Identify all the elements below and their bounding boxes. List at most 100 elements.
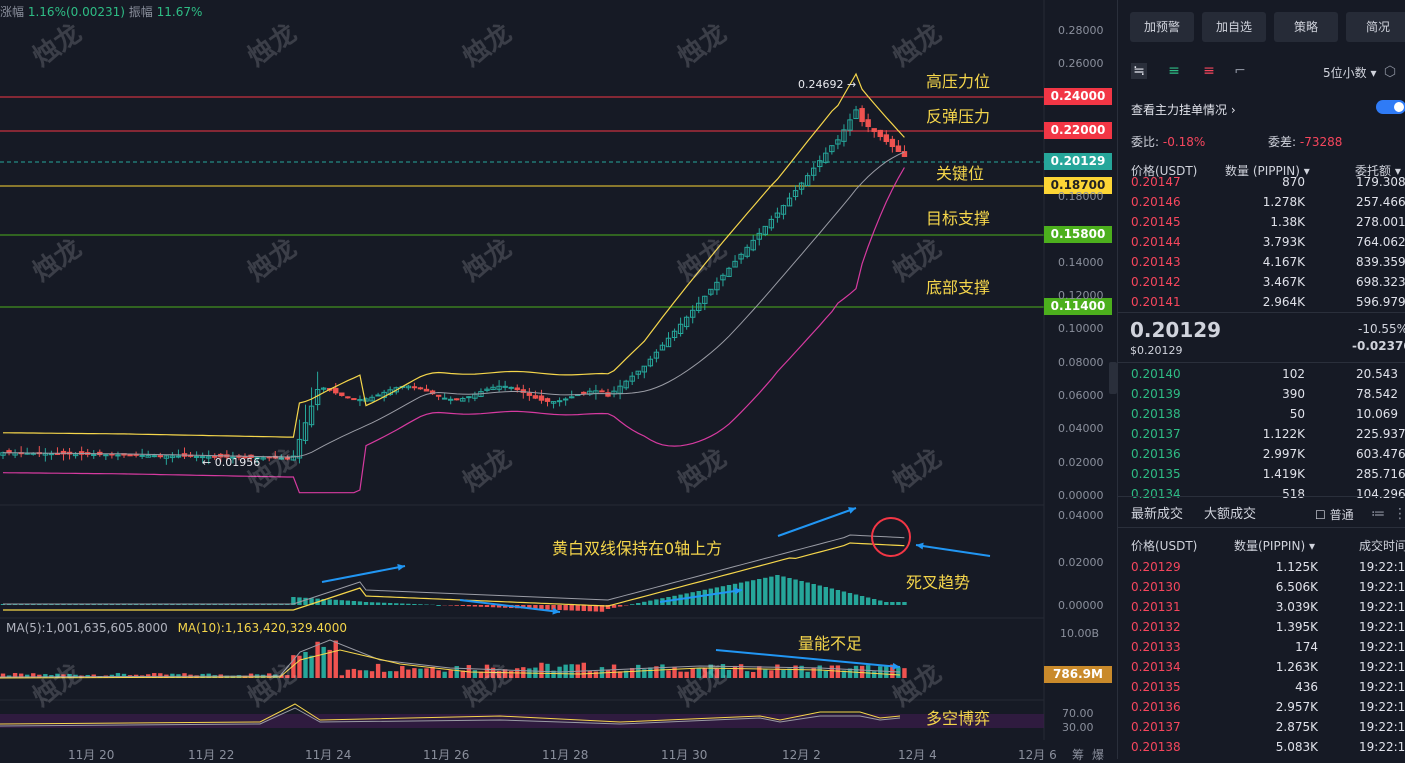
candle-body	[376, 395, 380, 396]
add-favorite-button[interactable]: 加自选	[1202, 12, 1266, 42]
macd-bar	[769, 577, 773, 605]
macd-bar	[467, 605, 471, 606]
volume-bar	[388, 671, 392, 678]
annotation-macd: 黄白双线保持在0轴上方	[552, 535, 722, 559]
trade-header-qty[interactable]: 数量(PIPPIN) ▾	[1234, 537, 1315, 554]
volume-bar	[648, 667, 652, 678]
x-axis-label: 11月 28	[542, 746, 588, 763]
last-price-usd: $0.20129	[1130, 344, 1183, 357]
bid-third: 603.476	[1356, 444, 1405, 464]
macd-bar	[884, 602, 888, 605]
trade-third: 19:22:11	[1359, 617, 1405, 637]
divider	[1118, 362, 1405, 363]
volume-bar	[412, 668, 416, 678]
overview-button[interactable]: 简况	[1346, 12, 1405, 42]
macd-bar	[449, 605, 453, 606]
macd-bar	[582, 605, 586, 611]
volume-bar	[285, 675, 289, 678]
strategy-button[interactable]: 策略	[1274, 12, 1338, 42]
settings-icon[interactable]: ⬡	[1382, 64, 1398, 80]
candle-body	[527, 393, 531, 395]
price-axis-label: 0.06000	[1058, 389, 1104, 402]
change-abs: -0.02376	[1352, 339, 1405, 353]
rsi-axis-label: 70.00	[1062, 707, 1094, 720]
volume-bar	[340, 675, 344, 678]
volume-bar	[781, 670, 785, 678]
trade-qty: 3.039K	[1276, 597, 1318, 617]
trade-price: 0.20131	[1131, 597, 1181, 617]
orderbook-both-icon[interactable]: ≒	[1131, 63, 1147, 79]
volume-bar	[751, 672, 755, 678]
filter-icon[interactable]: ≔	[1370, 506, 1386, 522]
macd-bar	[303, 598, 307, 605]
candle-body	[128, 455, 132, 456]
more-icon[interactable]: ⋮	[1392, 506, 1405, 522]
normal-filter[interactable]: ☐ 普通	[1315, 506, 1354, 523]
orderbook-depth-icon[interactable]: ⌐	[1232, 63, 1248, 79]
trade-price: 0.20129	[1131, 557, 1181, 577]
candle-body	[878, 130, 882, 136]
bid-qty: 518	[1282, 484, 1305, 504]
macd-bar	[763, 578, 767, 605]
main-orders-toggle[interactable]	[1376, 100, 1405, 114]
orderbook-bids-icon[interactable]: ≡	[1166, 63, 1182, 79]
macd-bar	[854, 595, 858, 606]
volume-bar	[594, 671, 598, 678]
tab-large-trades[interactable]: 大额成交	[1204, 503, 1256, 522]
trade-price: 0.20132	[1131, 617, 1181, 637]
macd-bar	[739, 583, 743, 605]
macd-bar	[709, 589, 713, 605]
ma10-label: MA(10):1,163,420,329.4000	[178, 621, 347, 635]
x-axis-label: 12月 6	[1018, 746, 1057, 763]
volume-bar	[727, 670, 731, 678]
volume-bar	[588, 671, 592, 678]
trade-qty: 5.083K	[1276, 737, 1318, 757]
panel-collapse-handle[interactable]	[1109, 362, 1117, 394]
trade-header-qty-label: 数量(PIPPIN)	[1234, 539, 1305, 553]
weicha: 委差: -73288	[1268, 133, 1342, 150]
add-alert-button[interactable]: 加预警	[1130, 12, 1194, 42]
ask-third: 839.359	[1356, 252, 1405, 272]
tab-latest-trades[interactable]: 最新成交	[1131, 503, 1183, 522]
candle-body	[515, 388, 519, 390]
candle-body	[334, 388, 338, 392]
bid-price: 0.20135	[1131, 464, 1181, 484]
candle-body	[49, 454, 53, 455]
decimal-select[interactable]: 5位小数 ▾	[1323, 64, 1377, 81]
chevron-right-icon: ›	[1231, 103, 1236, 117]
price-tag-1: 0.22000	[1044, 122, 1112, 139]
macd-bar	[775, 575, 779, 605]
trade-third: 19:22:11	[1359, 657, 1405, 677]
action-buttons: 加预警 加自选 策略 简况	[1130, 12, 1405, 42]
main-orders-link[interactable]: 查看主力挂单情况 ›	[1131, 101, 1236, 118]
orderbook-asks-icon[interactable]: ≡	[1201, 63, 1217, 79]
volume-bar	[509, 671, 513, 678]
candle-body	[545, 399, 549, 402]
kline-chart[interactable]: 涨幅 1.16%(0.00231) 振幅 11.67% 烛龙 烛龙 烛龙 烛龙 …	[0, 0, 1116, 759]
high-mark: 0.24692 →	[798, 78, 856, 91]
